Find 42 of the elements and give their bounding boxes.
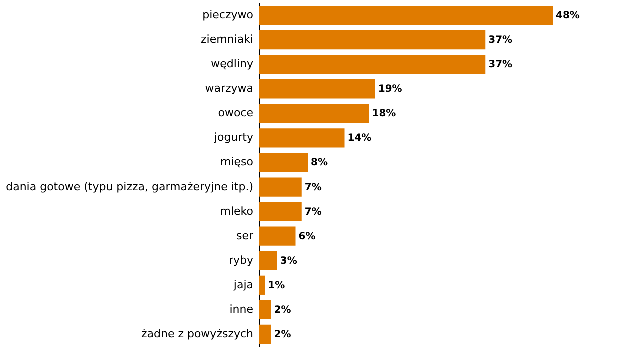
data-label: 1% xyxy=(268,280,286,292)
data-label: 18% xyxy=(372,108,396,120)
data-label: 7% xyxy=(304,206,322,218)
y-tick-label: mleko xyxy=(220,204,254,218)
bar xyxy=(259,104,370,124)
bar xyxy=(259,153,308,172)
y-tick-label: wędliny xyxy=(211,58,254,71)
bar xyxy=(259,202,302,222)
y-tick-label: ryby xyxy=(228,254,254,267)
y-tick-label: ser xyxy=(236,229,254,242)
y-tick-label: dania gotowe (typu pizza, garmażeryjne itp.) xyxy=(6,180,254,194)
bar xyxy=(259,178,302,197)
y-tick-label: ziemniaki xyxy=(200,33,254,46)
bar xyxy=(259,128,345,148)
bar xyxy=(259,300,272,320)
data-label: 7% xyxy=(304,182,322,194)
bar xyxy=(259,226,296,246)
data-label: 8% xyxy=(311,158,328,169)
y-tick-label: warzywa xyxy=(205,82,254,96)
data-label: 37% xyxy=(488,35,513,46)
y-tick-label: żadne z powyższych xyxy=(141,327,254,340)
y-tick-label: mięso xyxy=(220,156,254,169)
data-label: 14% xyxy=(348,133,372,144)
bar xyxy=(259,80,376,99)
data-label: 3% xyxy=(280,256,298,267)
bar xyxy=(259,324,272,344)
bar xyxy=(259,6,553,26)
bar xyxy=(259,30,486,50)
y-tick-label: jogurty xyxy=(213,131,254,144)
data-label: 2% xyxy=(274,304,292,316)
y-tick-label: pieczywo xyxy=(202,8,254,22)
data-label: 48% xyxy=(556,10,580,22)
y-tick-label: jaja xyxy=(232,278,254,292)
data-label: 2% xyxy=(274,329,292,340)
data-label: 19% xyxy=(378,84,402,96)
y-tick-label: owoce xyxy=(218,106,254,120)
data-label: 6% xyxy=(298,231,316,242)
y-tick-label: inne xyxy=(230,302,254,316)
bar xyxy=(259,55,486,74)
bar xyxy=(259,251,278,270)
data-label: 37% xyxy=(488,60,513,71)
bar xyxy=(259,276,266,295)
